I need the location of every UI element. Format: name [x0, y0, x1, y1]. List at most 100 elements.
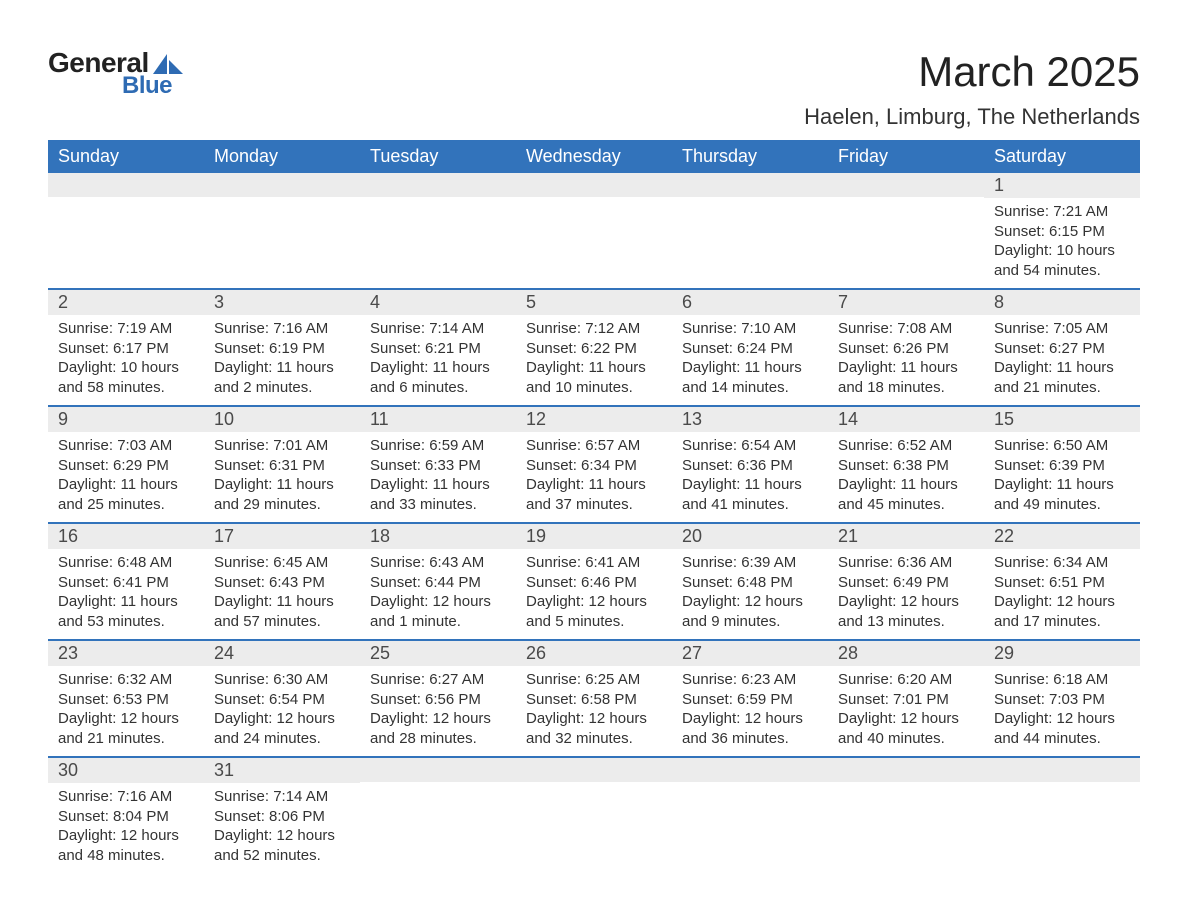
- day-body: [204, 197, 360, 277]
- daylight-text: Daylight: 11 hours and 33 minutes.: [370, 475, 506, 514]
- day-body: [672, 782, 828, 862]
- daylight-text: Daylight: 11 hours and 53 minutes.: [58, 592, 194, 631]
- sunrise-text: Sunrise: 7:03 AM: [58, 436, 194, 456]
- day-body: Sunrise: 7:03 AMSunset: 6:29 PMDaylight:…: [48, 432, 204, 522]
- day-number: [828, 758, 984, 782]
- daylight-text: Daylight: 10 hours and 58 minutes.: [58, 358, 194, 397]
- day-body: Sunrise: 6:34 AMSunset: 6:51 PMDaylight:…: [984, 549, 1140, 639]
- day-cell: 27Sunrise: 6:23 AMSunset: 6:59 PMDayligh…: [672, 640, 828, 757]
- sunrise-text: Sunrise: 7:08 AM: [838, 319, 974, 339]
- sunset-text: Sunset: 6:29 PM: [58, 456, 194, 476]
- day-number: 17: [204, 524, 360, 549]
- calendar-table: Sunday Monday Tuesday Wednesday Thursday…: [48, 140, 1140, 873]
- col-monday: Monday: [204, 140, 360, 173]
- day-body: Sunrise: 6:18 AMSunset: 7:03 PMDaylight:…: [984, 666, 1140, 756]
- day-body: Sunrise: 6:32 AMSunset: 6:53 PMDaylight:…: [48, 666, 204, 756]
- sunrise-text: Sunrise: 6:25 AM: [526, 670, 662, 690]
- day-body: Sunrise: 6:30 AMSunset: 6:54 PMDaylight:…: [204, 666, 360, 756]
- sunset-text: Sunset: 6:38 PM: [838, 456, 974, 476]
- sunrise-text: Sunrise: 7:10 AM: [682, 319, 818, 339]
- day-body: Sunrise: 6:54 AMSunset: 6:36 PMDaylight:…: [672, 432, 828, 522]
- day-number: 28: [828, 641, 984, 666]
- sunset-text: Sunset: 6:58 PM: [526, 690, 662, 710]
- day-cell: 9Sunrise: 7:03 AMSunset: 6:29 PMDaylight…: [48, 406, 204, 523]
- sunrise-text: Sunrise: 7:19 AM: [58, 319, 194, 339]
- sunrise-text: Sunrise: 6:54 AM: [682, 436, 818, 456]
- week-row: 9Sunrise: 7:03 AMSunset: 6:29 PMDaylight…: [48, 406, 1140, 523]
- day-body: Sunrise: 7:16 AMSunset: 6:19 PMDaylight:…: [204, 315, 360, 405]
- day-number: 12: [516, 407, 672, 432]
- sunrise-text: Sunrise: 7:16 AM: [214, 319, 350, 339]
- day-cell: 26Sunrise: 6:25 AMSunset: 6:58 PMDayligh…: [516, 640, 672, 757]
- day-body: Sunrise: 6:36 AMSunset: 6:49 PMDaylight:…: [828, 549, 984, 639]
- daylight-text: Daylight: 12 hours and 17 minutes.: [994, 592, 1130, 631]
- day-cell: 17Sunrise: 6:45 AMSunset: 6:43 PMDayligh…: [204, 523, 360, 640]
- sunrise-text: Sunrise: 6:32 AM: [58, 670, 194, 690]
- sunset-text: Sunset: 6:15 PM: [994, 222, 1130, 242]
- sunrise-text: Sunrise: 6:45 AM: [214, 553, 350, 573]
- day-body: [516, 197, 672, 277]
- day-number: 4: [360, 290, 516, 315]
- sunset-text: Sunset: 6:26 PM: [838, 339, 974, 359]
- sunset-text: Sunset: 6:44 PM: [370, 573, 506, 593]
- sunset-text: Sunset: 6:31 PM: [214, 456, 350, 476]
- day-number: [672, 173, 828, 197]
- day-number: 16: [48, 524, 204, 549]
- sunset-text: Sunset: 6:27 PM: [994, 339, 1130, 359]
- sunrise-text: Sunrise: 7:05 AM: [994, 319, 1130, 339]
- day-cell: 18Sunrise: 6:43 AMSunset: 6:44 PMDayligh…: [360, 523, 516, 640]
- day-number: [984, 758, 1140, 782]
- day-cell: 8Sunrise: 7:05 AMSunset: 6:27 PMDaylight…: [984, 289, 1140, 406]
- day-cell: 25Sunrise: 6:27 AMSunset: 6:56 PMDayligh…: [360, 640, 516, 757]
- day-number: 19: [516, 524, 672, 549]
- day-number: 24: [204, 641, 360, 666]
- day-number: 1: [984, 173, 1140, 198]
- title-block: March 2025 Haelen, Limburg, The Netherla…: [804, 48, 1140, 130]
- sunrise-text: Sunrise: 7:01 AM: [214, 436, 350, 456]
- sunset-text: Sunset: 6:54 PM: [214, 690, 350, 710]
- day-number: [516, 173, 672, 197]
- day-cell: 28Sunrise: 6:20 AMSunset: 7:01 PMDayligh…: [828, 640, 984, 757]
- sunrise-text: Sunrise: 7:21 AM: [994, 202, 1130, 222]
- daylight-text: Daylight: 12 hours and 44 minutes.: [994, 709, 1130, 748]
- daylight-text: Daylight: 12 hours and 52 minutes.: [214, 826, 350, 865]
- sunrise-text: Sunrise: 6:59 AM: [370, 436, 506, 456]
- sunset-text: Sunset: 6:39 PM: [994, 456, 1130, 476]
- sunrise-text: Sunrise: 7:12 AM: [526, 319, 662, 339]
- sunrise-text: Sunrise: 6:48 AM: [58, 553, 194, 573]
- day-cell: 3Sunrise: 7:16 AMSunset: 6:19 PMDaylight…: [204, 289, 360, 406]
- sunrise-text: Sunrise: 7:14 AM: [214, 787, 350, 807]
- day-body: Sunrise: 6:45 AMSunset: 6:43 PMDaylight:…: [204, 549, 360, 639]
- day-cell: [48, 173, 204, 289]
- daylight-text: Daylight: 11 hours and 6 minutes.: [370, 358, 506, 397]
- day-cell: [672, 757, 828, 873]
- day-cell: 10Sunrise: 7:01 AMSunset: 6:31 PMDayligh…: [204, 406, 360, 523]
- day-cell: 11Sunrise: 6:59 AMSunset: 6:33 PMDayligh…: [360, 406, 516, 523]
- day-body: [984, 782, 1140, 862]
- col-sunday: Sunday: [48, 140, 204, 173]
- daylight-text: Daylight: 12 hours and 1 minute.: [370, 592, 506, 631]
- day-number: 2: [48, 290, 204, 315]
- sunset-text: Sunset: 6:41 PM: [58, 573, 194, 593]
- daylight-text: Daylight: 11 hours and 25 minutes.: [58, 475, 194, 514]
- day-number: 8: [984, 290, 1140, 315]
- daylight-text: Daylight: 11 hours and 57 minutes.: [214, 592, 350, 631]
- day-number: 30: [48, 758, 204, 783]
- day-number: 7: [828, 290, 984, 315]
- calendar-body: 1 Sunrise: 7:21 AMSunset: 6:15 PM Daylight…: [48, 173, 1140, 873]
- day-cell: [828, 757, 984, 873]
- sunrise-text: Sunrise: 7:16 AM: [58, 787, 194, 807]
- sunset-text: Sunset: 6:51 PM: [994, 573, 1130, 593]
- day-cell: 12Sunrise: 6:57 AMSunset: 6:34 PMDayligh…: [516, 406, 672, 523]
- day-body: Sunrise: 7:05 AMSunset: 6:27 PMDaylight:…: [984, 315, 1140, 405]
- day-cell: [828, 173, 984, 289]
- day-number: [360, 758, 516, 782]
- day-cell: [516, 757, 672, 873]
- col-wednesday: Wednesday: [516, 140, 672, 173]
- day-cell: 19Sunrise: 6:41 AMSunset: 6:46 PMDayligh…: [516, 523, 672, 640]
- col-thursday: Thursday: [672, 140, 828, 173]
- col-friday: Friday: [828, 140, 984, 173]
- day-cell: [672, 173, 828, 289]
- daylight-text: Daylight: 11 hours and 18 minutes.: [838, 358, 974, 397]
- week-row: 2Sunrise: 7:19 AMSunset: 6:17 PMDaylight…: [48, 289, 1140, 406]
